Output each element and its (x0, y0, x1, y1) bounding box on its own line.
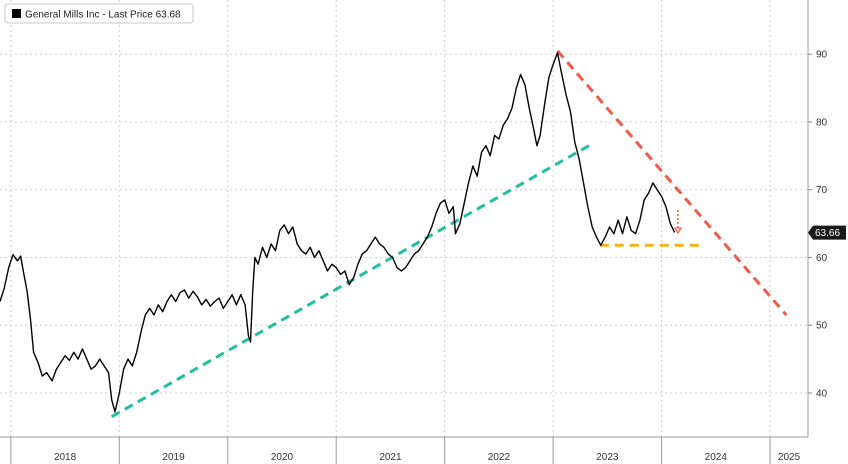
y-tick-label: 40 (816, 388, 828, 399)
trendline (556, 49, 788, 317)
x-tick-label: 2024 (705, 452, 728, 463)
legend: General Mills Inc - Last Price 63.68 (4, 3, 194, 24)
series-layer (0, 52, 676, 413)
y-tick-label: 50 (816, 321, 828, 332)
arrow-down-icon (673, 227, 682, 235)
x-tick-label: 2025 (778, 452, 801, 463)
x-tick-label: 2023 (596, 452, 619, 463)
legend-box (4, 3, 194, 24)
x-tick-label: 2021 (379, 452, 402, 463)
x-tick-label: 2018 (54, 452, 77, 463)
y-tick-label: 70 (816, 185, 828, 196)
last-price-label: 63.66 (815, 228, 840, 239)
axes: 40 50 60 70 80 90 2018 2019 2020 2021 2022 2023 2024… (0, 0, 828, 464)
price-series-line (0, 52, 676, 413)
legend-swatch (12, 9, 21, 18)
x-tick-label: 2020 (271, 452, 294, 463)
annotations (110, 49, 788, 418)
x-tick-label: 2019 (162, 452, 185, 463)
legend-label: General Mills Inc - Last Price 63.68 (25, 10, 181, 21)
last-price-tag-shape (808, 225, 846, 240)
y-tick-label: 80 (816, 117, 828, 128)
y-tick-label: 60 (816, 253, 828, 264)
last-price-tag: 63.66 (808, 225, 846, 240)
x-tick-label: 2022 (488, 452, 511, 463)
y-tick-label: 90 (816, 50, 828, 61)
trendline (110, 144, 590, 418)
